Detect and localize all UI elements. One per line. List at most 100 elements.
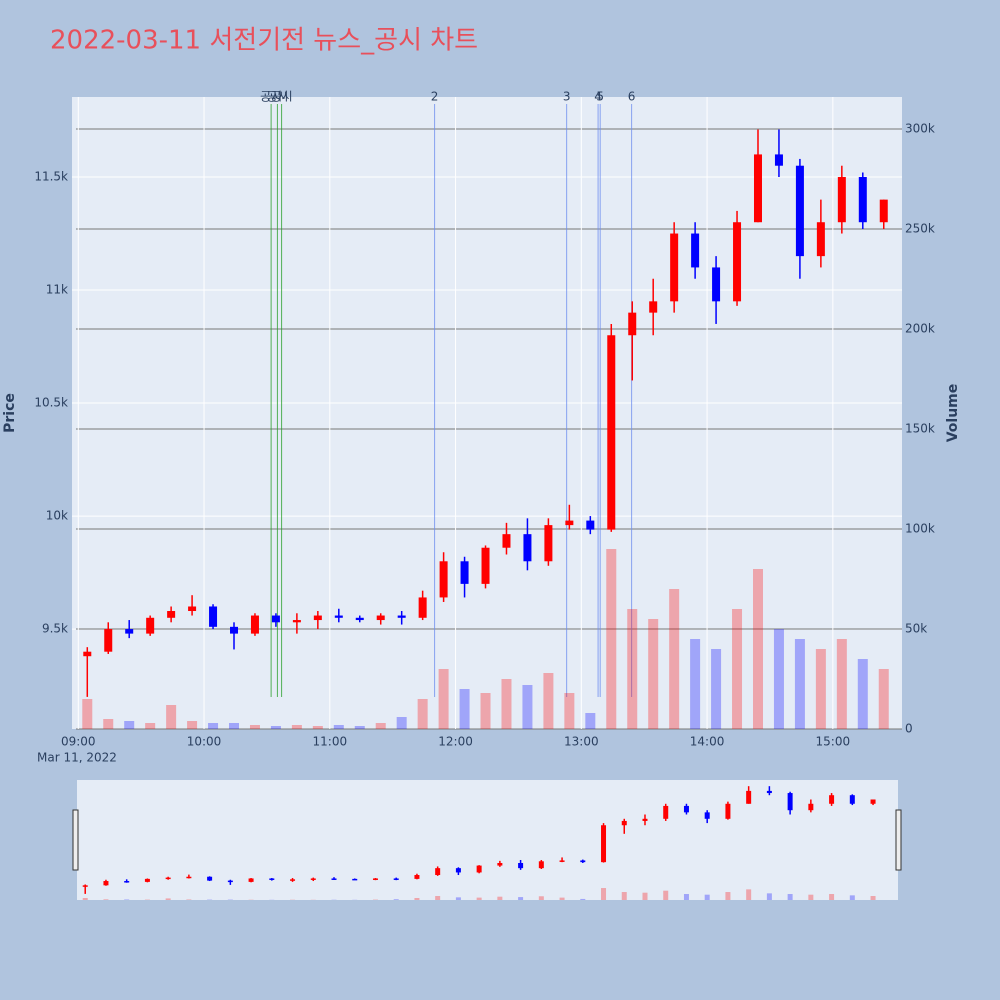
y2-tick-label: 0 (905, 722, 913, 736)
candle-body (858, 177, 867, 223)
x-tick-label: 14:00 (690, 735, 725, 749)
candle-body (460, 561, 469, 584)
candle-body (808, 803, 814, 811)
volume-bar (249, 725, 260, 729)
volume-bar (82, 898, 88, 900)
volume-bar (857, 659, 868, 729)
range-slider[interactable] (77, 780, 898, 900)
volume-bar (229, 723, 240, 729)
volume-bar (417, 699, 428, 729)
volume-bar (375, 723, 386, 729)
candle-body (712, 267, 721, 302)
x-sublabel: Mar 11, 2022 (37, 751, 117, 765)
volume-bar (725, 892, 731, 900)
chart-title: 2022-03-11 서전기전 뉴스_공시 차트 (50, 26, 478, 56)
candle-body (186, 876, 192, 879)
volume-bar (396, 717, 407, 729)
volume-bar (476, 897, 482, 900)
volume-bar (683, 894, 689, 900)
candle-body (649, 301, 658, 313)
candle-body (103, 881, 109, 886)
slider-handle[interactable] (895, 809, 902, 871)
x-tick-label: 09:00 (61, 735, 96, 749)
candle-body (207, 876, 213, 881)
volume-bar (435, 896, 441, 900)
y-tick-label: 11k (46, 283, 68, 297)
candle-body (292, 620, 301, 623)
volume-bar (601, 888, 607, 900)
event-label: 공시 (271, 90, 293, 104)
y2-tick-label: 250k (905, 222, 935, 236)
y-tick-label: 9.5k (42, 622, 68, 636)
x-tick-label: 15:00 (816, 735, 851, 749)
candle-body (621, 820, 627, 826)
candle-body (418, 597, 427, 618)
x-tick-label: 11:00 (313, 735, 348, 749)
volume-bar (354, 726, 365, 729)
volume-bar (585, 713, 596, 729)
candle-body (397, 615, 406, 618)
volume-bar (559, 897, 565, 900)
candle-body (352, 878, 358, 881)
volume-bar (438, 669, 449, 729)
candle-body (816, 222, 825, 257)
volume-bar (145, 723, 156, 729)
candle-body (124, 881, 130, 883)
volume-bar (663, 890, 669, 900)
event-label: 2 (431, 90, 439, 104)
candle-body (372, 878, 378, 880)
candle-body (704, 812, 710, 819)
candle-body (455, 868, 461, 873)
candle-body (544, 525, 553, 562)
volume-bar (187, 721, 198, 729)
candle-body (439, 561, 448, 598)
candle-body (167, 611, 176, 618)
volume-bar (103, 719, 114, 729)
x-tick-label: 10:00 (187, 735, 222, 749)
y2-tick-label: 50k (905, 622, 927, 636)
candle-body (250, 615, 259, 634)
volume-bar (333, 725, 344, 729)
volume-bar (522, 685, 533, 729)
candle-body (83, 651, 92, 657)
y2-tick-label: 200k (905, 322, 935, 336)
volume-bar (732, 609, 743, 729)
volume-bar (538, 896, 544, 900)
volume-bar (270, 726, 281, 729)
candle-body (227, 880, 233, 883)
event-label: 3 (563, 90, 571, 104)
candle-body (787, 793, 793, 811)
volume-bar (124, 721, 135, 729)
volume-bar (878, 669, 889, 729)
candle-body (766, 790, 772, 794)
candle-body (795, 165, 804, 257)
candle-body (393, 878, 399, 880)
volume-bar (704, 894, 710, 900)
volume-bar (414, 898, 420, 900)
volume-bar (870, 896, 876, 900)
candle-body (481, 547, 490, 584)
candle-body (334, 615, 343, 618)
candle-body (230, 626, 239, 634)
candle-body (607, 335, 616, 530)
y2-tick-label: 300k (905, 122, 935, 136)
candle-body (414, 875, 420, 879)
candle-body (774, 154, 783, 166)
volume-bar (186, 899, 192, 900)
candle-body (559, 860, 565, 862)
volume-bar (773, 629, 784, 729)
volume-bar (165, 898, 171, 900)
y2-axis-title: Volume (945, 384, 961, 443)
x-tick-label: 12:00 (438, 735, 473, 749)
candle-body (376, 615, 385, 621)
event-label: 5 (596, 90, 604, 104)
volume-bar (518, 897, 524, 900)
candle-body (355, 617, 364, 621)
volume-bar (580, 898, 586, 900)
slider-handle[interactable] (72, 809, 79, 871)
y-tick-label: 10.5k (34, 396, 68, 410)
volume-bar (455, 897, 461, 900)
event-label: 공시 (266, 90, 288, 104)
volume-bar (501, 679, 512, 729)
candle-body (104, 629, 113, 652)
